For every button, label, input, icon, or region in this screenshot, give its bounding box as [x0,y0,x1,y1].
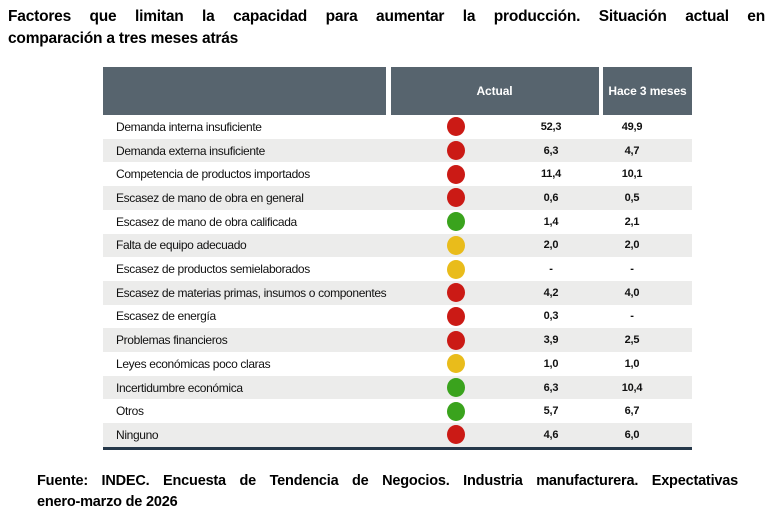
actual-value: 5,7 [543,405,559,418]
green-status-dot-icon [447,212,465,232]
source-line-1: Fuente: INDEC. Encuesta de Tendencia de … [37,473,738,489]
red-status-dot-icon [447,188,465,208]
actual-value: 1,0 [543,357,559,370]
column-header-factor [103,67,386,115]
factor-label: Problemas financieros [116,333,228,348]
actual-value: 0,6 [543,191,559,204]
actual-value: - [549,263,553,276]
three-months-value: 6,0 [624,428,640,441]
status-cell [390,352,522,376]
factor-label: Escasez de mano de obra en general [116,190,304,205]
three-months-value: 2,5 [624,334,640,347]
green-status-dot-icon [447,401,465,421]
three-months-value: 10,4 [621,381,643,394]
page-title: Factores que limitan la capacidad para a… [8,6,765,49]
table-bottom-rule [103,446,692,450]
table-row: Problemas financieros 3,9 2,5 [103,328,692,353]
status-cell [390,115,522,139]
red-status-dot-icon [447,141,465,161]
source-line-2: enero-marzo de 2026 [37,493,178,510]
three-months-value: 1,0 [624,357,640,370]
table-row: Escasez de productos semielaborados - - [103,257,692,281]
three-months-value: 4,0 [624,286,640,299]
factor-label: Escasez de energía [116,309,216,324]
status-cell [390,257,522,281]
actual-value: 1,4 [543,215,559,228]
factor-label: Demanda interna insuficiente [116,119,262,134]
table-row: Incertidumbre económica 6,3 10,4 [103,375,692,400]
actual-value: 4,6 [543,428,559,441]
actual-value: 52,3 [540,120,562,133]
factor-label: Competencia de productos importados [116,167,310,182]
factor-label: Incertidumbre económica [116,380,243,395]
factor-label: Leyes económicas poco claras [116,356,271,371]
status-cell [390,234,522,258]
status-cell [390,305,522,329]
factor-label: Escasez de mano de obra calificada [116,214,297,229]
three-months-value: 6,7 [624,405,640,418]
factor-label: Escasez de productos semielaborados [116,262,310,277]
three-months-value: 0,5 [624,191,640,204]
table-row: Demanda interna insuficiente 52,3 49,9 [103,115,692,139]
table-row: Escasez de materias primas, insumos o co… [103,280,692,305]
factor-label: Demanda externa insuficiente [116,143,265,158]
title-line-2: comparación a tres meses atrás [8,29,239,47]
three-months-value: 49,9 [621,120,643,133]
three-months-value: - [630,263,634,276]
table-row: Falta de equipo adecuado 2,0 2,0 [103,233,692,258]
table-row: Escasez de energía 0,3 - [103,304,692,329]
red-status-dot-icon [447,330,465,350]
status-cell [390,139,522,163]
factor-label: Ninguno [116,427,159,442]
source-note: Fuente: INDEC. Encuesta de Tendencia de … [37,471,738,512]
red-status-dot-icon [447,164,465,184]
red-status-dot-icon [447,117,465,137]
table-row: Leyes económicas poco claras 1,0 1,0 [103,352,692,376]
actual-value: 2,0 [543,239,559,252]
table-row: Escasez de mano de obra calificada 1,4 2… [103,209,692,234]
actual-value: 0,3 [543,310,559,323]
status-cell [390,186,522,210]
actual-value: 11,4 [540,168,561,181]
table-row: Escasez de mano de obra en general 0,6 0… [103,186,692,210]
green-status-dot-icon [447,378,465,398]
status-cell [390,423,522,447]
factor-label: Falta de equipo adecuado [116,238,247,253]
three-months-value: 4,7 [624,144,640,157]
title-line-1: Factores que limitan la capacidad para a… [8,8,765,25]
yellow-status-dot-icon [447,259,465,279]
column-header-hace-3-meses: Hace 3 meses [603,67,692,115]
factor-label: Otros [116,404,144,419]
status-cell [390,162,522,186]
status-cell [390,399,522,423]
table-row: Competencia de productos importados 11,4… [103,162,692,187]
red-status-dot-icon [447,425,465,445]
status-cell [390,210,522,234]
actual-value: 6,3 [543,381,559,394]
three-months-value: 10,1 [621,168,643,181]
three-months-value: - [630,310,634,323]
three-months-value: 2,0 [624,239,640,252]
yellow-status-dot-icon [447,235,465,255]
factors-table: Actual Hace 3 meses Demanda interna insu… [103,67,692,450]
actual-value: 4,2 [543,286,559,299]
status-cell [390,328,522,352]
three-months-value: 2,1 [624,215,640,228]
red-status-dot-icon [447,306,465,326]
actual-value: 3,9 [543,334,559,347]
status-cell [390,376,522,400]
yellow-status-dot-icon [447,354,465,374]
factor-label: Escasez de materias primas, insumos o co… [116,285,387,300]
column-header-actual: Actual [390,67,599,115]
table-row: Ninguno 4,6 6,0 [103,423,692,447]
red-status-dot-icon [447,283,465,303]
table-header-row: Actual Hace 3 meses [103,67,692,115]
actual-value: 6,3 [543,144,559,157]
status-cell [390,281,522,305]
table-row: Demanda externa insuficiente 6,3 4,7 [103,138,692,163]
table-body: Demanda interna insuficiente 52,3 49,9 D… [103,115,692,447]
table-row: Otros 5,7 6,7 [103,399,692,424]
